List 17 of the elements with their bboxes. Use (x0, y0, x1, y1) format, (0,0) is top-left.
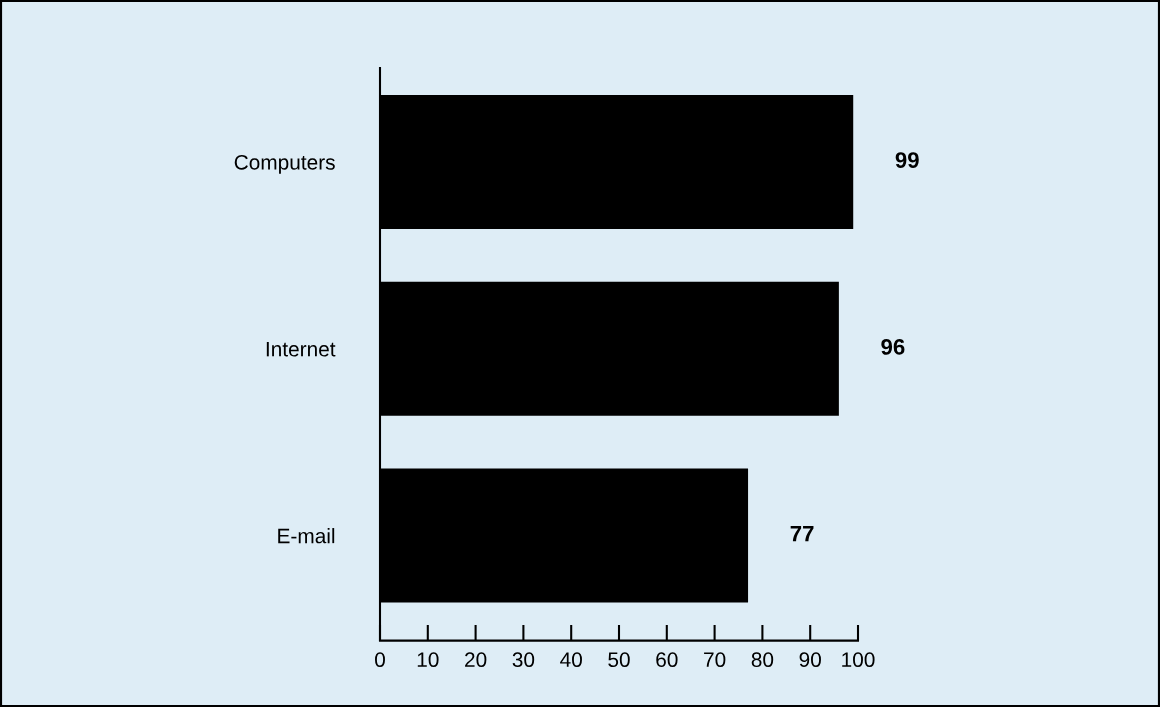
x-tick-label: 50 (608, 652, 630, 668)
x-tick-label: 60 (656, 652, 678, 668)
x-tick-label: 10 (417, 652, 439, 668)
x-tick-label: 0 (375, 652, 385, 668)
x-tick-label: 40 (560, 652, 582, 668)
x-tick-label: 70 (704, 652, 726, 668)
y-tick-label: Internet (266, 342, 336, 357)
x-tick-label: 80 (751, 652, 774, 668)
x-tick-label: 30 (512, 652, 535, 668)
x-tick-label: 90 (799, 652, 821, 668)
data-label: 96 (881, 339, 905, 355)
x-tick-label: 100 (842, 652, 875, 668)
x-tick-label: 20 (465, 652, 487, 668)
y-tick-label: E-mail (278, 528, 335, 544)
data-label: 77 (790, 526, 814, 542)
y-tick-label: Computers (234, 154, 335, 174)
data-label: 99 (895, 152, 919, 168)
